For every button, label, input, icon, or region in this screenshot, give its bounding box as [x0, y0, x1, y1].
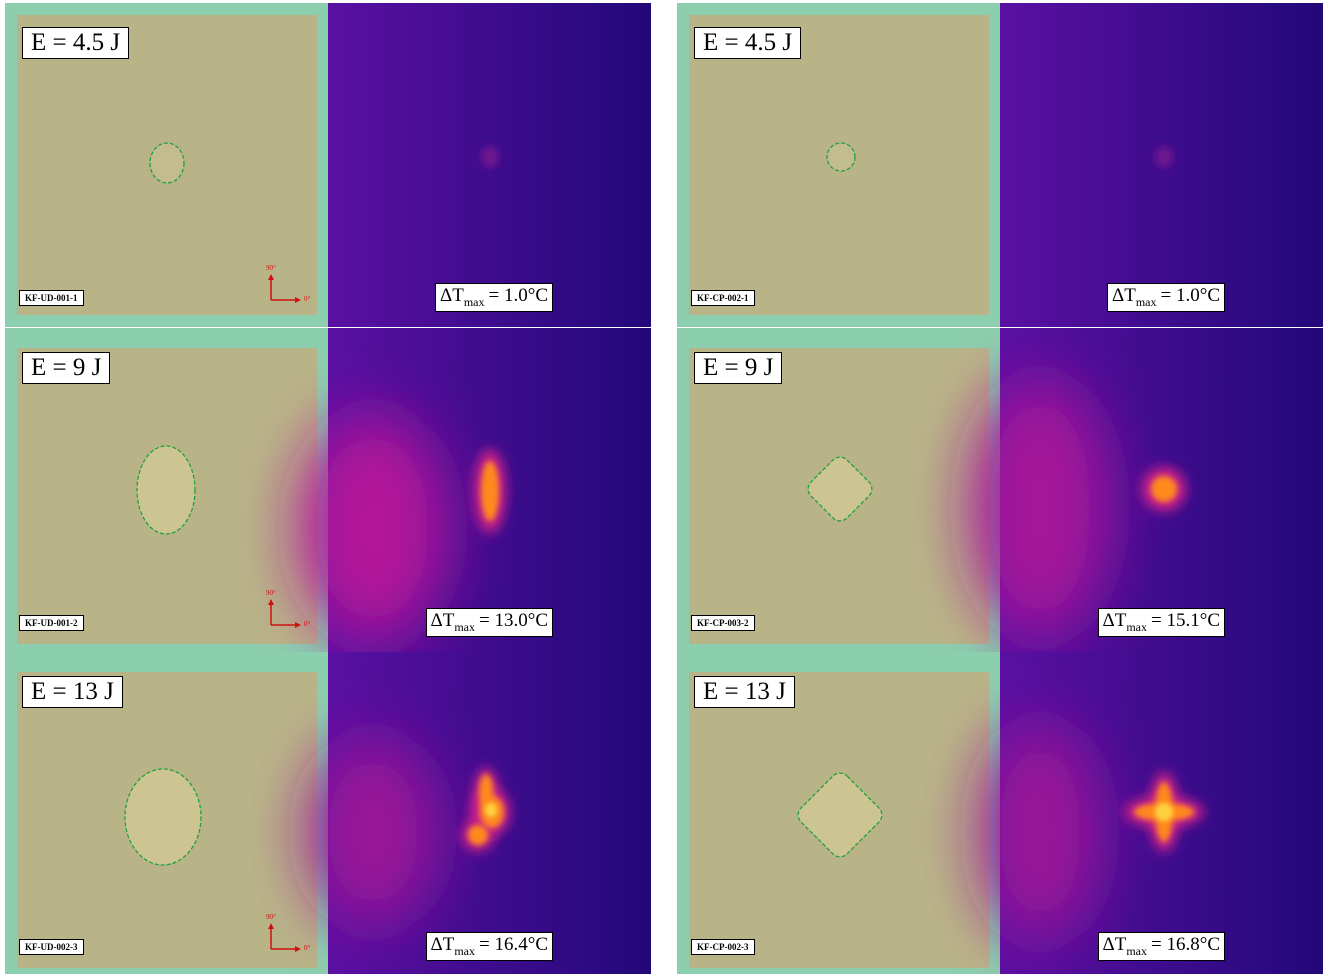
- thermal-image: [1000, 3, 1323, 327]
- specimen-label: KF-CP-002-3: [691, 939, 755, 955]
- thermal-image: [308, 652, 651, 974]
- specimen-label: KF-UD-001-2: [19, 615, 84, 631]
- panel: E = 9 J KF-UD-001-2 ΔTmax = 13.0°C 90° 0°: [5, 328, 651, 652]
- delta-t-subscript: max: [1126, 620, 1147, 634]
- delta-t-subscript: max: [1136, 295, 1157, 309]
- delta-t-label: ΔTmax = 15.1°C: [1098, 608, 1226, 637]
- delta-t-value: = 15.1°C: [1151, 610, 1220, 631]
- delta-t-symbol: ΔT: [1103, 934, 1127, 955]
- hot-spot: [1151, 476, 1177, 502]
- panel: E = 13 J KF-CP-002-3 ΔTmax = 16.8°C: [677, 652, 1323, 974]
- delta-t-symbol: ΔT: [1103, 610, 1127, 631]
- delta-t-value: = 1.0°C: [1161, 285, 1221, 306]
- energy-label: E = 4.5 J: [694, 27, 801, 59]
- delta-t-label: ΔTmax = 16.8°C: [1098, 932, 1226, 961]
- axis-label-90: 90°: [266, 264, 276, 272]
- energy-label: E = 13 J: [694, 676, 795, 708]
- panel: E = 9 J KF-CP-003-2 ΔTmax = 15.1°C: [677, 328, 1323, 652]
- specimen-label: KF-CP-003-2: [691, 615, 755, 631]
- energy-label: E = 4.5 J: [22, 27, 129, 59]
- energy-label: E = 13 J: [22, 676, 123, 708]
- delta-t-label: ΔTmax = 1.0°C: [1107, 283, 1225, 312]
- energy-label: E = 9 J: [694, 352, 782, 384]
- delta-t-subscript: max: [464, 295, 485, 309]
- thermal-image: [298, 328, 651, 652]
- hot-spot: [485, 803, 497, 817]
- delta-t-label: ΔTmax = 16.4°C: [426, 932, 554, 961]
- delta-t-value: = 1.0°C: [489, 285, 549, 306]
- damage-marker: [125, 769, 201, 865]
- delta-t-subscript: max: [454, 944, 475, 958]
- panel: E = 4.5 J KF-CP-002-1 ΔTmax = 1.0°C: [677, 3, 1323, 327]
- delta-t-symbol: ΔT: [431, 934, 455, 955]
- specimen-label: KF-UD-001-1: [19, 290, 84, 306]
- delta-t-value: = 16.4°C: [479, 934, 548, 955]
- damage-marker: [150, 143, 184, 183]
- thermal-image: [970, 328, 1323, 652]
- axis-label-90: 90°: [266, 913, 276, 921]
- damage-marker: [137, 446, 195, 534]
- axis-label-0: 0°: [304, 620, 310, 628]
- delta-t-value: = 16.8°C: [1151, 934, 1220, 955]
- panel: E = 4.5 J KF-UD-001-1 ΔTmax = 1.0°C 90° 0°: [5, 3, 651, 327]
- delta-t-symbol: ΔT: [440, 285, 464, 306]
- delta-t-value: = 13.0°C: [479, 610, 548, 631]
- hot-spot: [1155, 146, 1173, 168]
- delta-t-symbol: ΔT: [1112, 285, 1136, 306]
- hot-spot: [468, 825, 488, 845]
- delta-t-symbol: ΔT: [431, 610, 455, 631]
- delta-t-label: ΔTmax = 1.0°C: [435, 283, 553, 312]
- axis-label-90: 90°: [266, 589, 276, 597]
- axis-label-0: 0°: [304, 295, 310, 303]
- panel: E = 13 J KF-UD-002-3 ΔTmax = 16.4°C 90° 0°: [5, 652, 651, 974]
- hot-spot: [1155, 803, 1173, 821]
- specimen-label: KF-UD-002-3: [19, 939, 84, 955]
- delta-t-label: ΔTmax = 13.0°C: [426, 608, 554, 637]
- thermal-image: [328, 3, 651, 327]
- thermal-image: [980, 652, 1323, 974]
- energy-label: E = 9 J: [22, 352, 110, 384]
- hot-spot: [970, 378, 1110, 638]
- hot-spot: [308, 737, 438, 927]
- axis-label-0: 0°: [304, 944, 310, 952]
- specimen-label: KF-CP-002-1: [691, 290, 755, 306]
- hot-spot: [481, 146, 499, 168]
- delta-t-subscript: max: [454, 620, 475, 634]
- delta-t-subscript: max: [1126, 944, 1147, 958]
- hot-spot: [980, 722, 1100, 942]
- figure: E = 4.5 JKF-UD-001-1ΔTmax= 1.0°C90°0°E =…: [0, 0, 1325, 974]
- hot-spot: [481, 461, 499, 521]
- damage-marker: [827, 143, 855, 171]
